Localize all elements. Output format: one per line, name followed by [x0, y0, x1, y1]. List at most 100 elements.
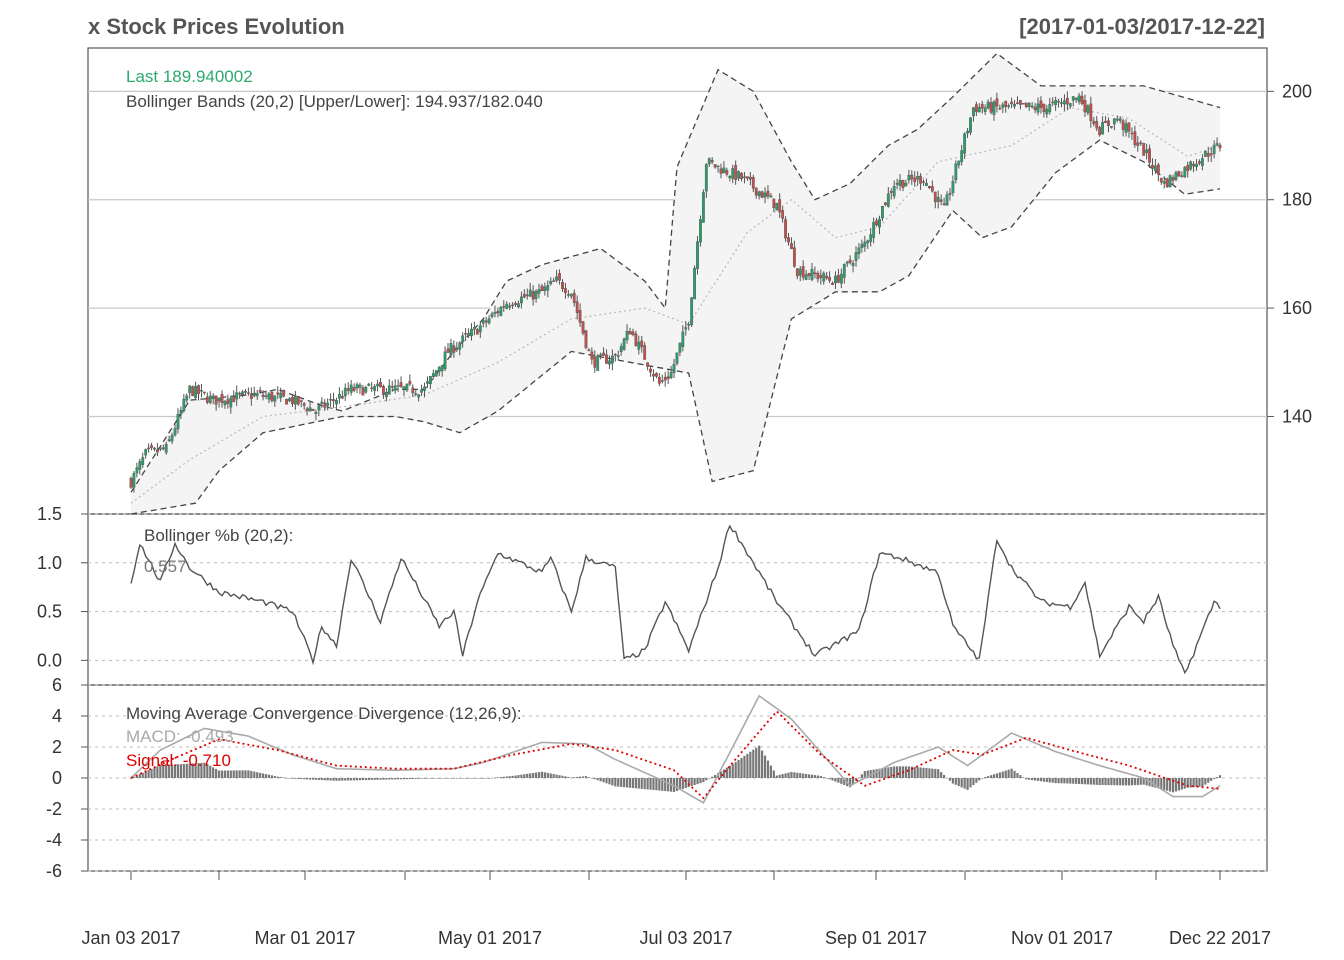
candle-body [352, 387, 356, 391]
macd-histogram-bar [570, 777, 573, 779]
candle-body [713, 164, 717, 168]
macd-histogram-bar [308, 778, 312, 780]
macd-histogram-bar [394, 778, 397, 780]
macd-histogram-bar [485, 778, 488, 779]
candle-body [326, 402, 330, 406]
candle-body [925, 182, 928, 186]
macd-histogram-bar [1001, 771, 1004, 778]
candle-body [1162, 180, 1166, 184]
macd-histogram-bar [910, 766, 913, 778]
macd-histogram-bar [790, 771, 793, 778]
macd-histogram-bar [543, 772, 546, 778]
candle-body [475, 329, 479, 335]
macd-histogram-bar [285, 777, 288, 779]
candle-body [376, 383, 379, 387]
candle-body [258, 389, 262, 393]
macd-histogram-bar [165, 764, 168, 778]
macd-histogram-bar [649, 778, 652, 790]
macd-tick-label: 2 [52, 737, 62, 757]
candle-body [208, 395, 212, 403]
macd-histogram-bar [294, 778, 297, 779]
candle-body [370, 387, 374, 389]
candle-body [270, 391, 274, 402]
candle-body [652, 373, 655, 377]
candle-body [1018, 100, 1022, 105]
candle-body [587, 349, 591, 352]
candle-body [446, 348, 450, 353]
macd-histogram-bar [813, 775, 817, 778]
macd-histogram-bar [185, 763, 188, 778]
candle-body [564, 288, 567, 294]
macd-histogram-bar [731, 764, 734, 778]
candle-body [1159, 177, 1163, 183]
macd-histogram-bar [787, 772, 790, 778]
candle-body [522, 293, 526, 298]
candle-body [907, 175, 911, 181]
candle-body [338, 393, 341, 399]
macd-histogram-bar [523, 774, 526, 778]
macd-histogram-bar [332, 778, 335, 781]
macd-histogram-bar [714, 774, 717, 778]
sma-line [130, 106, 1221, 504]
candle-body [508, 305, 512, 308]
macd-histogram-bar [584, 776, 588, 778]
candle-body [426, 381, 429, 384]
macd-histogram-bar [537, 772, 541, 778]
macd-histogram-bar [517, 775, 520, 778]
macd-tick-label: -4 [46, 830, 62, 850]
candle-body [173, 428, 177, 436]
macd-tick-label: -6 [46, 861, 62, 881]
candle-body [150, 445, 153, 449]
macd-histogram-bar [1168, 778, 1172, 792]
candle-body [1074, 97, 1078, 101]
candle-body [1151, 164, 1154, 169]
candle-body [866, 240, 870, 244]
candle-body [569, 293, 573, 297]
candle-body [795, 268, 799, 277]
macd-histogram-bar [690, 778, 693, 787]
candle-body [244, 391, 247, 393]
candle-body [610, 355, 614, 364]
candle-body [813, 272, 817, 275]
candle-body [493, 311, 497, 314]
macd-histogram-bar [508, 776, 511, 778]
macd-histogram-bar [168, 764, 171, 778]
macd-histogram-bar [919, 767, 922, 778]
candle-body [863, 241, 867, 247]
chart-title: x Stock Prices Evolution [88, 14, 345, 39]
macd-histogram-bar [432, 778, 435, 779]
macd-histogram-bar [1033, 778, 1037, 781]
candle-body [672, 364, 676, 373]
bbands-label: Bollinger Bands (20,2) [Upper/Lower]: 19… [126, 92, 543, 111]
candle-body [144, 449, 148, 456]
macd-histogram-bar [373, 778, 376, 780]
candle-body [194, 385, 197, 399]
candle-body [751, 177, 755, 189]
candle-body [1112, 118, 1116, 125]
candle-body [754, 187, 758, 196]
candle-body [420, 389, 423, 393]
macd-histogram-bar [1019, 775, 1022, 778]
macd-histogram-bar [496, 777, 500, 778]
macd-histogram-bar [449, 778, 453, 779]
candle-body [1095, 121, 1099, 129]
macd-histogram-bar [758, 745, 761, 778]
macd-histogram-bar [532, 772, 535, 778]
macd-histogram-bar [1139, 778, 1142, 785]
candle-body [470, 328, 473, 337]
candle-body [437, 367, 441, 372]
candle-body [851, 262, 855, 266]
candle-body [831, 282, 834, 285]
macd-histogram-bar [951, 778, 954, 784]
macd-histogram-bar [1213, 778, 1216, 779]
candle-body [974, 104, 978, 113]
candle-body [478, 325, 482, 333]
candle-body [860, 243, 864, 248]
candle-body [687, 324, 691, 326]
candle-body [1057, 100, 1060, 103]
candle-body [1189, 161, 1193, 170]
macd-histogram-bar [620, 778, 623, 787]
macd-histogram-bar [505, 776, 508, 778]
candle-body [285, 399, 288, 405]
macd-histogram-bar [355, 778, 359, 781]
